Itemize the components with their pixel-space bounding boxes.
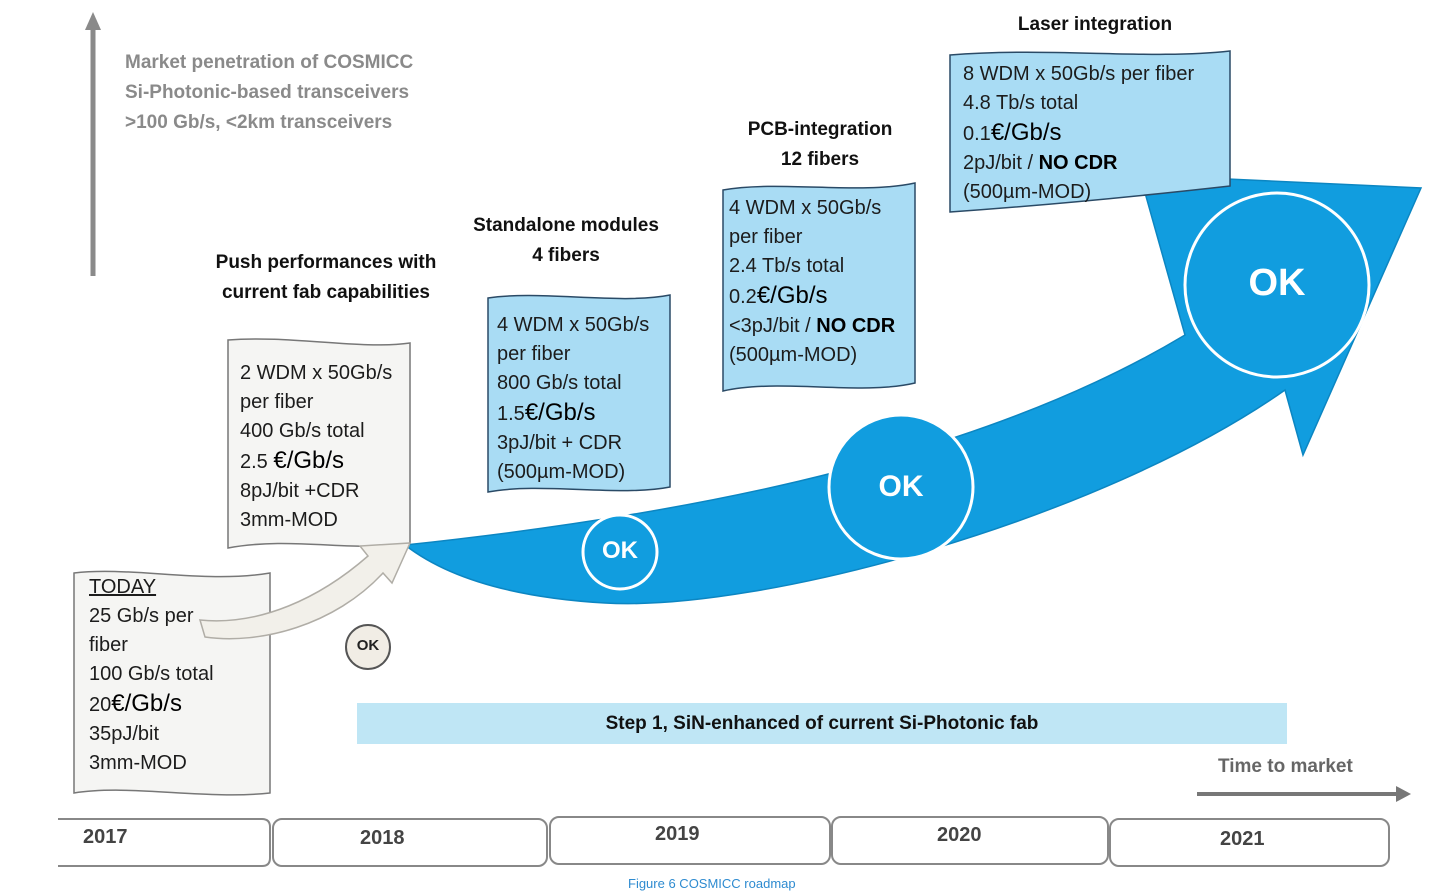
card-2020-line-2: per fiber — [729, 226, 803, 248]
ok-label-2019: OK — [602, 537, 638, 564]
stage-push-title-2: current fab capabilities — [221, 282, 430, 303]
card-2019-cost-num: 1.5 — [497, 403, 525, 425]
card-2021-line-5: (500µm-MOD) — [963, 181, 1092, 203]
card-2021-cost: 0.1€/Gb/s — [963, 118, 1194, 149]
card-2018-line-2: per fiber — [240, 391, 314, 413]
card-today-cost: 20€/Gb/s — [89, 689, 214, 720]
card-2019-line-1: 4 WDM x 50Gb/s — [497, 314, 650, 336]
card-2021-line-4b: NO CDR — [1038, 152, 1118, 174]
card-2018-cost: 2.5 €/Gb/s — [240, 446, 392, 477]
ok-circle-2020 — [827, 413, 975, 561]
card-2021-bg — [949, 50, 1231, 213]
ok-circle-2018 — [345, 624, 391, 670]
card-2018-line-1: 2 WDM x 50Gb/s — [240, 362, 393, 384]
card-2020-line-3: 2.4 Tb/s total — [729, 255, 845, 277]
stage-pcb-heading: PCB-integration 12 fibers — [720, 115, 920, 175]
market-penetration-label: Market penetration of COSMICC Si-Photoni… — [125, 48, 413, 138]
ok-circle-2019 — [581, 513, 659, 591]
card-2021-cost-unit: €/Gb/s — [990, 119, 1062, 146]
time-to-market-arrow — [1197, 786, 1411, 802]
market-line-2: Si-Photonic-based transceivers — [125, 82, 410, 103]
card-2019-line-3: 800 Gb/s total — [497, 372, 622, 394]
year-2020: 2020 — [937, 824, 982, 846]
stage-pcb-title-2: 12 fibers — [780, 149, 860, 170]
time-to-market-label: Time to market — [1218, 756, 1353, 777]
card-2018-line-6: 3mm-MOD — [240, 509, 338, 531]
card-today-heading: TODAY — [89, 576, 157, 598]
figure-caption: Figure 6 COSMICC roadmap — [628, 876, 796, 891]
card-today: TODAY 25 Gb/s per fiber 100 Gb/s total 2… — [89, 573, 214, 778]
stage-standalone-title-1: Standalone modules — [473, 215, 659, 236]
card-2020-line-5a: <3pJ/bit / — [729, 315, 817, 337]
year-2018: 2018 — [360, 827, 405, 849]
card-2019-cost: 1.5€/Gb/s — [497, 398, 649, 429]
card-2019-line-2: per fiber — [497, 343, 571, 365]
card-today-line-2: fiber — [89, 634, 128, 656]
stage-push-heading: Push performances with current fab capab… — [196, 248, 456, 308]
card-2020-cost: 0.2€/Gb/s — [729, 281, 895, 312]
card-2021-cost-num: 0.1 — [963, 123, 991, 145]
card-2020-line-5: <3pJ/bit / NO CDR — [729, 312, 895, 341]
market-line-3: >100 Gb/s, <2km transceivers — [125, 112, 393, 133]
grey-curved-arrow — [198, 542, 412, 640]
card-2020-line-5b: NO CDR — [816, 315, 896, 337]
card-today-cost-unit: €/Gb/s — [111, 690, 182, 717]
card-2019-line-6: (500µm-MOD) — [497, 461, 626, 483]
stage-laser-heading: Laser integration — [990, 10, 1200, 40]
card-2020: 4 WDM x 50Gb/s per fiber 2.4 Tb/s total … — [729, 194, 895, 370]
ok-label-2021: OK — [1248, 262, 1306, 304]
card-2018-line-3: 400 Gb/s total — [240, 420, 365, 442]
timeline — [58, 816, 1390, 867]
stage-laser-title-1: Laser integration — [1017, 14, 1173, 35]
card-2018-cost-unit: €/Gb/s — [273, 447, 345, 474]
stage-standalone-title-2: 4 fibers — [532, 245, 600, 266]
card-2019: 4 WDM x 50Gb/s per fiber 800 Gb/s total … — [497, 311, 649, 487]
card-today-line-5: 35pJ/bit — [89, 723, 160, 745]
card-2021-line-4a: 2pJ/bit / — [963, 152, 1039, 174]
stage-standalone-heading: Standalone modules 4 fibers — [455, 211, 677, 271]
ok-circle-2021 — [1183, 191, 1371, 379]
market-line-1: Market penetration of COSMICC — [125, 52, 414, 73]
card-2020-line-1: 4 WDM x 50Gb/s — [729, 197, 882, 219]
card-2021-line-2: 4.8 Tb/s total — [963, 92, 1079, 114]
card-2020-bg — [722, 182, 916, 392]
year-2017: 2017 — [83, 826, 128, 848]
ok-label-2018: OK — [356, 637, 380, 654]
card-today-line-6: 3mm-MOD — [89, 752, 187, 774]
card-2019-bg — [487, 294, 671, 493]
ok-label-2020: OK — [878, 470, 924, 503]
stage-pcb-title-1: PCB-integration — [747, 119, 893, 140]
card-2020-line-6: (500µm-MOD) — [729, 344, 858, 366]
card-2018: 2 WDM x 50Gb/s per fiber 400 Gb/s total … — [240, 359, 392, 535]
card-2021-line-4: 2pJ/bit / NO CDR — [963, 149, 1194, 178]
card-2019-line-5: 3pJ/bit + CDR — [497, 432, 623, 454]
card-2018-line-5: 8pJ/bit +CDR — [240, 480, 360, 502]
card-today-line-1: 25 Gb/s per — [89, 605, 194, 627]
card-today-line-3: 100 Gb/s total — [89, 663, 214, 685]
card-2018-cost-num: 2.5 — [240, 451, 274, 473]
card-2021-line-1: 8 WDM x 50Gb/s per fiber — [963, 63, 1195, 85]
card-2020-cost-unit: €/Gb/s — [756, 282, 828, 309]
vertical-axis-arrow — [85, 12, 101, 276]
stage-push-title-1: Push performances with — [215, 252, 437, 273]
card-2019-cost-unit: €/Gb/s — [524, 399, 596, 426]
card-today-cost-num: 20 — [89, 694, 112, 716]
step-1-bar: Step 1, SiN-enhanced of current Si-Photo… — [357, 703, 1287, 744]
year-2021: 2021 — [1220, 828, 1265, 850]
card-2021: 8 WDM x 50Gb/s per fiber 4.8 Tb/s total … — [963, 60, 1194, 207]
card-2020-cost-num: 0.2 — [729, 286, 757, 308]
year-2019: 2019 — [655, 823, 700, 845]
